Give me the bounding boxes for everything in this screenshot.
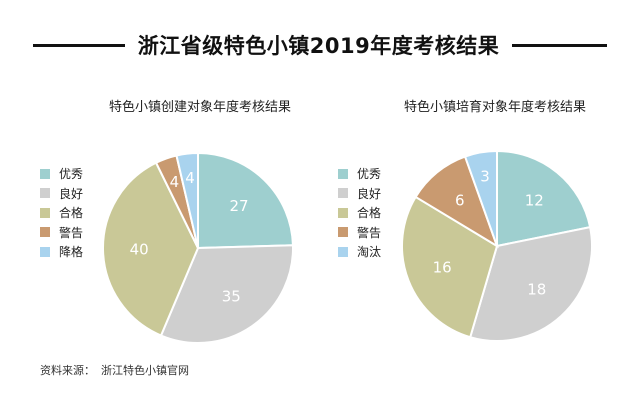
header: 浙江省级特色小镇2019年度考核结果 (0, 30, 640, 60)
legend-swatch (338, 246, 348, 257)
legend-swatch (338, 168, 348, 179)
legend-item: 警告 (338, 223, 381, 243)
legend-swatch (40, 246, 50, 257)
source-note: 资料来源： 浙江特色小镇官网 (40, 362, 189, 378)
pie-slice (414, 155, 499, 249)
pie-slice (468, 225, 593, 342)
title-rule-left (33, 44, 125, 47)
legend-item: 良好 (338, 184, 381, 204)
pie-1: 12 18 16 63 (401, 149, 593, 342)
pie-0: 27 35 40 4 4 (102, 151, 294, 344)
slice-value-label: 4 (185, 169, 195, 187)
chart-title-left: 特色小镇创建对象年度考核结果 (108, 100, 291, 115)
slice-value-label: 12 (525, 191, 544, 209)
slice-value-label: 35 (222, 288, 241, 306)
legend-label: 警告 (59, 225, 84, 240)
chart-title-right: 特色小镇培育对象年度考核结果 (403, 100, 586, 115)
legend-item: 警告 (40, 223, 83, 243)
legend-swatch (338, 188, 348, 199)
legend-item: 优秀 (40, 164, 83, 184)
source-label: 资料来源： (40, 364, 95, 377)
source-text: 浙江特色小镇官网 (101, 364, 189, 377)
legend-swatch (40, 188, 50, 199)
slice-value-label: 4 (170, 173, 180, 191)
title-rule-right (512, 44, 607, 47)
legend-item: 降格 (40, 242, 83, 262)
legend-label: 良好 (59, 186, 84, 201)
legend-item: 优秀 (338, 164, 381, 184)
legend-swatch (338, 227, 348, 238)
legend-item: 淘汰 (338, 242, 381, 262)
legend-label: 淘汰 (357, 245, 382, 260)
legend-swatch (40, 207, 50, 218)
pie-slice (197, 151, 294, 250)
slice-value-label: 3 (480, 168, 490, 186)
legend-item: 合格 (40, 203, 83, 223)
legend-label: 合格 (59, 206, 84, 221)
slice-value-label: 40 (130, 241, 149, 259)
legend-left: 优秀良好合格警告降格 (40, 164, 83, 262)
pie-slice (496, 149, 592, 248)
legend-right: 优秀良好合格警告淘汰 (338, 164, 381, 262)
legend-item: 良好 (40, 184, 83, 204)
legend-swatch (338, 207, 348, 218)
slice-value-label: 6 (455, 191, 465, 209)
pie-slice (463, 149, 498, 247)
legend-label: 优秀 (357, 167, 382, 182)
legend-label: 降格 (59, 245, 84, 260)
legend-label: 优秀 (59, 167, 84, 182)
pie-slice (175, 151, 199, 249)
slice-value-label: 27 (230, 197, 249, 215)
legend-swatch (40, 227, 50, 238)
page-title: 浙江省级特色小镇2019年度考核结果 (137, 34, 500, 58)
pie-slice (102, 161, 200, 337)
slice-value-label: 18 (527, 280, 546, 298)
legend-label: 合格 (357, 206, 382, 221)
slice-value-label: 16 (433, 258, 452, 276)
legend-item: 合格 (338, 203, 381, 223)
pie-slice (159, 244, 294, 344)
legend-label: 良好 (357, 186, 382, 201)
legend-swatch (40, 168, 50, 179)
legend-label: 警告 (357, 225, 382, 240)
